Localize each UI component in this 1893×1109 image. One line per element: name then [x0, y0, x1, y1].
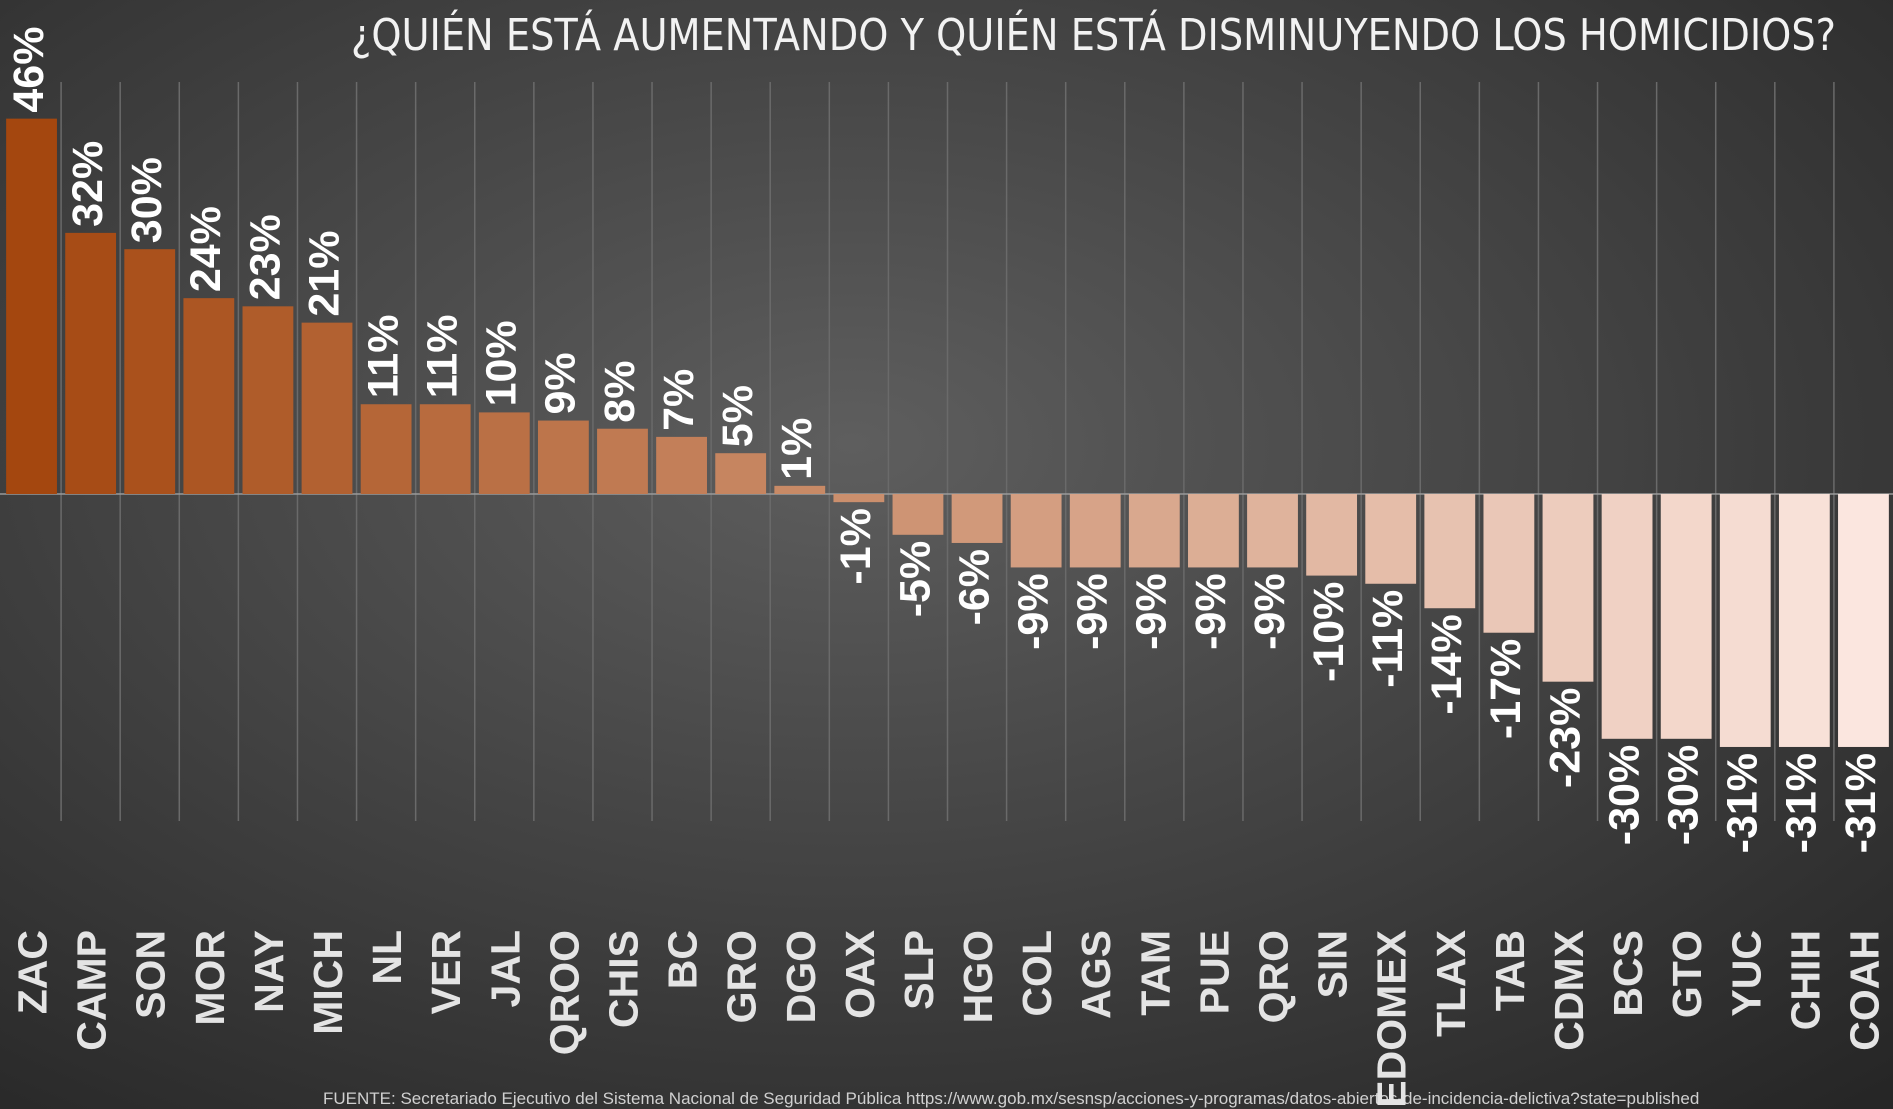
- value-label: 24%: [182, 206, 230, 292]
- x-tick-label: QRO: [1251, 930, 1297, 1023]
- value-label: 21%: [300, 231, 348, 317]
- bar: [1128, 494, 1180, 568]
- bar: [1188, 494, 1239, 568]
- value-label: -31%: [1837, 753, 1885, 853]
- bar: [1838, 494, 1889, 747]
- bar: [833, 494, 885, 503]
- x-tick-label: TAM: [1132, 930, 1178, 1016]
- x-tick-label: BC: [660, 930, 706, 989]
- value-label: 9%: [537, 352, 585, 414]
- value-label: -9%: [1128, 573, 1176, 649]
- x-tick-label: HGO: [955, 930, 1001, 1023]
- bar: [597, 428, 648, 494]
- bar: [774, 485, 826, 494]
- value-label: 11%: [419, 315, 467, 399]
- bar: [1306, 494, 1358, 576]
- x-tick-label: CHIH: [1782, 930, 1828, 1030]
- bar: [478, 412, 530, 494]
- value-label: -30%: [1600, 745, 1648, 845]
- x-tick-label: SON: [128, 930, 174, 1019]
- x-tick-label: GTO: [1664, 930, 1710, 1018]
- bar: [360, 404, 412, 494]
- bar: [656, 436, 707, 494]
- bar: [537, 420, 589, 494]
- bar: [1483, 494, 1535, 633]
- source-note: FUENTE: Secretariado Ejecutivo del Siste…: [323, 1089, 1699, 1108]
- bar: [1424, 494, 1476, 609]
- x-tick-label: OAX: [837, 930, 883, 1019]
- value-label: -31%: [1719, 753, 1767, 853]
- bar: [65, 232, 117, 494]
- bar: [1247, 494, 1298, 568]
- bar: [1365, 494, 1417, 584]
- chart-title: ¿QUIÉN ESTÁ AUMENTANDO Y QUIÉN ESTÁ DISM…: [351, 8, 1836, 61]
- bar: [419, 404, 471, 494]
- x-tick-label: GRO: [719, 930, 765, 1023]
- x-tick-label: AGS: [1073, 930, 1119, 1019]
- bar: [242, 306, 294, 494]
- x-tick-label: SLP: [896, 930, 942, 1010]
- value-label: -6%: [950, 549, 998, 625]
- value-label: -10%: [1305, 582, 1353, 682]
- value-label: -5%: [891, 541, 939, 617]
- x-tick-label: CHIS: [600, 930, 646, 1028]
- x-tick-label: BCS: [1605, 930, 1651, 1017]
- value-label: 8%: [596, 361, 644, 423]
- x-tick-label: COL: [1014, 930, 1060, 1017]
- value-label: -9%: [1069, 573, 1117, 649]
- value-label: 46%: [5, 27, 53, 113]
- bar: [1719, 494, 1771, 747]
- x-tick-label: JAL: [482, 930, 528, 1007]
- value-label: -11%: [1364, 590, 1412, 688]
- value-label: -31%: [1778, 753, 1826, 853]
- bar: [1542, 494, 1594, 682]
- x-tick-label: NAY: [246, 930, 292, 1013]
- value-label: -1%: [832, 508, 880, 584]
- x-tick-label: MICH: [305, 930, 351, 1035]
- bar: [124, 249, 176, 494]
- bar: [6, 118, 57, 494]
- value-label: 23%: [241, 214, 289, 300]
- x-tick-label: TAB: [1487, 930, 1533, 1011]
- bar: [183, 298, 235, 494]
- x-tick-label: YUC: [1723, 930, 1769, 1017]
- bar: [1660, 494, 1712, 739]
- x-tick-label: MOR: [187, 930, 233, 1026]
- value-label: -17%: [1482, 639, 1530, 739]
- x-tick-label: SIN: [1310, 930, 1356, 998]
- value-label: -9%: [1187, 573, 1235, 649]
- bar: [1069, 494, 1121, 568]
- bar: [1778, 494, 1830, 747]
- x-tick-label: COAH: [1841, 930, 1887, 1051]
- value-label: 30%: [123, 157, 171, 243]
- x-tick-label: DGO: [778, 930, 824, 1023]
- value-label: -9%: [1010, 573, 1058, 649]
- value-label: -14%: [1423, 614, 1471, 714]
- value-label: -9%: [1246, 573, 1294, 649]
- bar: [892, 494, 944, 535]
- x-tick-label: PUE: [1191, 930, 1237, 1014]
- bar: [715, 453, 767, 494]
- value-label: 10%: [478, 320, 526, 406]
- value-label: -23%: [1541, 688, 1589, 788]
- x-tick-label: CDMX: [1546, 930, 1592, 1051]
- value-label: 32%: [64, 141, 112, 227]
- value-label: 11%: [359, 315, 407, 399]
- x-tick-label: TLAX: [1428, 930, 1474, 1037]
- x-tick-label: ZAC: [10, 930, 56, 1014]
- x-tick-label: VER: [423, 930, 469, 1014]
- bar: [1601, 494, 1653, 739]
- bar: [951, 494, 1003, 543]
- x-tick-label: EDOMEX: [1369, 930, 1415, 1108]
- bar: [1010, 494, 1062, 568]
- x-tick-label: QROO: [541, 930, 587, 1055]
- bar: [301, 322, 353, 494]
- value-label: -30%: [1660, 745, 1708, 845]
- x-tick-label: NL: [364, 930, 410, 985]
- value-label: 1%: [773, 418, 821, 480]
- value-label: 5%: [714, 385, 762, 447]
- value-label: 7%: [655, 369, 703, 431]
- x-tick-label: CAMP: [69, 930, 115, 1051]
